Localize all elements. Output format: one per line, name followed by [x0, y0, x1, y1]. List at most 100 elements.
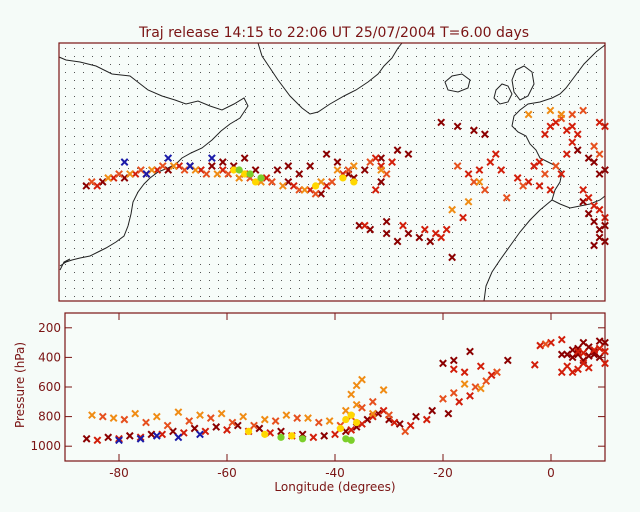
grid-dot [344, 248, 345, 249]
grid-dot [371, 296, 372, 297]
grid-dot [506, 184, 507, 185]
grid-dot [74, 80, 75, 81]
grid-dot [137, 160, 138, 161]
grid-dot [470, 112, 471, 113]
trajectory-point [568, 110, 577, 119]
grid-dot [515, 160, 516, 161]
grid-dot [335, 72, 336, 73]
grid-dot [263, 192, 264, 193]
grid-dot [218, 120, 219, 121]
grid-dot [299, 104, 300, 105]
grid-dot [101, 56, 102, 57]
grid-dot [146, 216, 147, 217]
grid-dot [569, 240, 570, 241]
grid-dot [569, 208, 570, 209]
grid-dot [245, 248, 246, 249]
grid-dot [245, 224, 246, 225]
grid-dot [344, 64, 345, 65]
grid-dot [146, 184, 147, 185]
grid-dot [407, 248, 408, 249]
grid-dot [515, 296, 516, 297]
grid-dot [83, 88, 84, 89]
grid-dot [299, 88, 300, 89]
grid-dot [407, 48, 408, 49]
coastlines [58, 42, 606, 302]
grid-dot [380, 88, 381, 89]
map-frame [58, 42, 606, 302]
grid-dot [596, 72, 597, 73]
grid-dot [137, 96, 138, 97]
grid-dot [434, 48, 435, 49]
grid-dot [245, 184, 246, 185]
grid-dot [389, 56, 390, 57]
grid-dot [515, 184, 516, 185]
grid-dot [191, 56, 192, 57]
grid-dot [587, 56, 588, 57]
grid-dot [83, 280, 84, 281]
trajectory-point [235, 166, 243, 174]
y-tick-label: 1000 [30, 439, 61, 453]
grid-dot [137, 136, 138, 137]
grid-dot [74, 280, 75, 281]
grid-dot [164, 136, 165, 137]
grid-dot [281, 264, 282, 265]
grid-dot [92, 120, 93, 121]
grid-dot [209, 112, 210, 113]
grid-dot [281, 144, 282, 145]
grid-dot [344, 200, 345, 201]
grid-dot [470, 296, 471, 297]
grid-dot [407, 168, 408, 169]
trajectory-point [579, 106, 588, 115]
trajectory-point [449, 356, 458, 365]
grid-dot [452, 272, 453, 273]
grid-dot [119, 184, 120, 185]
grid-dot [497, 272, 498, 273]
grid-dot [416, 232, 417, 233]
grid-dot [272, 160, 273, 161]
grid-dot [290, 112, 291, 113]
grid-dot [524, 296, 525, 297]
grid-dot [299, 152, 300, 153]
grid-dot [218, 104, 219, 105]
grid-dot [434, 264, 435, 265]
trajectory-point [115, 170, 123, 178]
grid-dot [551, 168, 552, 169]
grid-dot [146, 80, 147, 81]
trajectory-point [557, 368, 566, 377]
grid-dot [245, 192, 246, 193]
grid-dot [137, 104, 138, 105]
trajectory-point [368, 397, 377, 406]
grid-dot [92, 224, 93, 225]
trajectory-point [158, 430, 167, 439]
grid-dot [398, 168, 399, 169]
grid-dot [254, 104, 255, 105]
grid-dot [209, 192, 210, 193]
y-tick-label: 600 [38, 380, 61, 394]
grid-dot [227, 160, 228, 161]
grid-dot [164, 80, 165, 81]
grid-dot [209, 224, 210, 225]
grid-dot [533, 112, 534, 113]
grid-dot [200, 176, 201, 177]
trajectory-point [295, 170, 304, 178]
grid-dot [353, 208, 354, 209]
grid-dot [407, 88, 408, 89]
grid-dot [200, 288, 201, 289]
grid-dot [452, 112, 453, 113]
grid-dot [407, 64, 408, 65]
grid-dot [317, 272, 318, 273]
grid-dot [308, 104, 309, 105]
grid-dot [362, 176, 363, 177]
grid-dot [524, 136, 525, 137]
grid-dot [281, 192, 282, 193]
grid-dot [380, 80, 381, 81]
grid-dot [425, 104, 426, 105]
grid-dot [452, 232, 453, 233]
grid-dot [236, 288, 237, 289]
grid-dot [155, 56, 156, 57]
grid-dot [596, 256, 597, 257]
grid-dot [317, 256, 318, 257]
grid-dot [533, 224, 534, 225]
grid-dot [92, 192, 93, 193]
